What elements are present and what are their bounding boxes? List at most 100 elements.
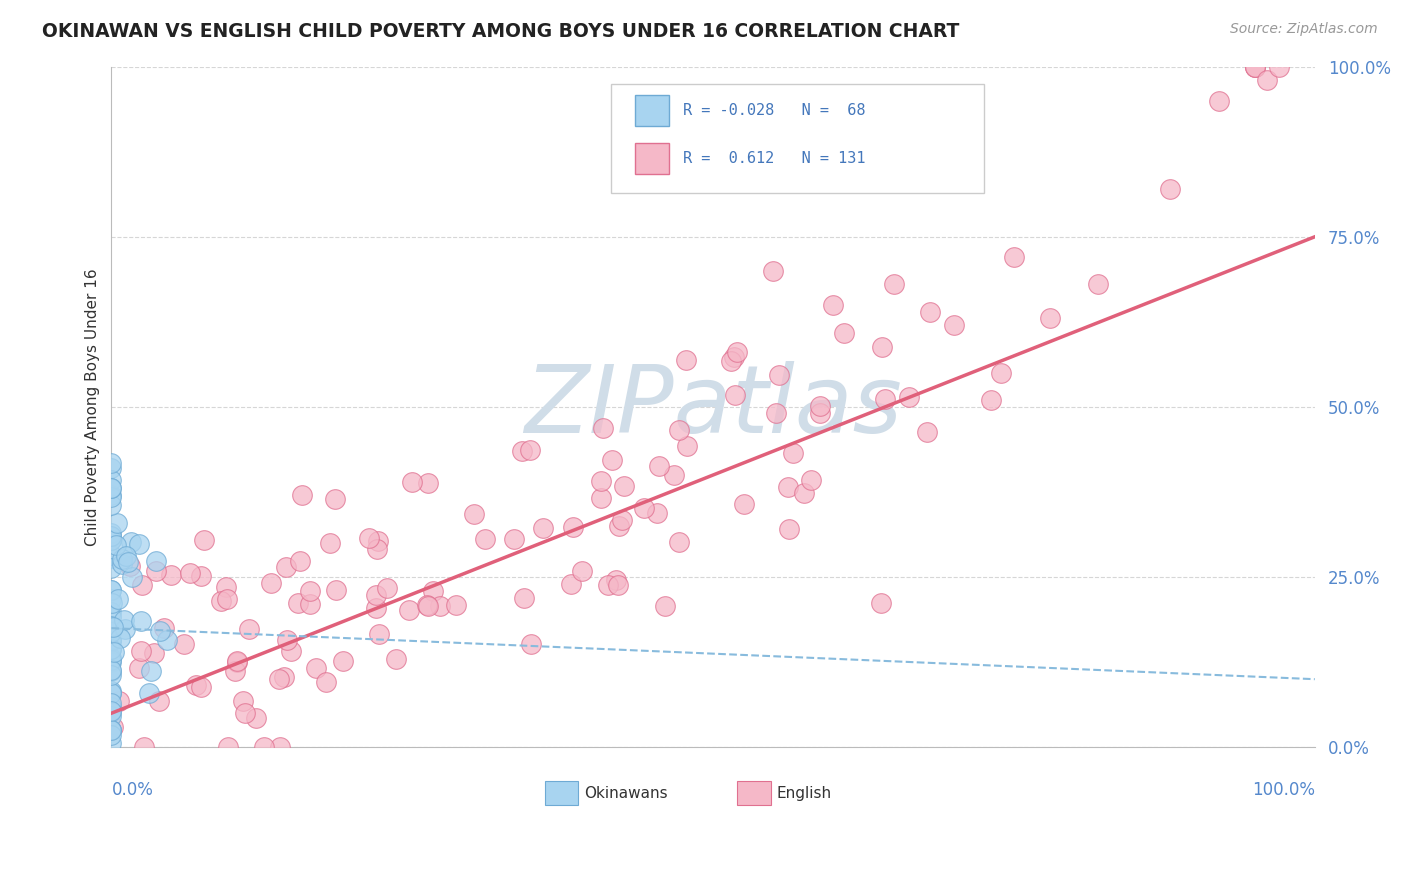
Text: 0.0%: 0.0% bbox=[111, 781, 153, 799]
Point bbox=[416, 599, 439, 613]
Point bbox=[273, 670, 295, 684]
Point bbox=[675, 353, 697, 368]
Point bbox=[520, 637, 543, 651]
Point bbox=[366, 542, 388, 557]
Point bbox=[100, 642, 122, 657]
Text: R = -0.028   N =  68: R = -0.028 N = 68 bbox=[683, 103, 866, 118]
Point bbox=[305, 661, 328, 675]
Point bbox=[385, 651, 408, 665]
Point bbox=[596, 578, 619, 592]
Point bbox=[100, 700, 122, 714]
Point bbox=[918, 304, 941, 318]
Point bbox=[100, 634, 122, 648]
Point bbox=[100, 533, 122, 547]
Point bbox=[145, 554, 167, 568]
Point bbox=[100, 550, 122, 565]
Point bbox=[138, 686, 160, 700]
Text: Okinawans: Okinawans bbox=[585, 786, 668, 801]
Point bbox=[121, 569, 143, 583]
Point bbox=[118, 558, 141, 573]
Point bbox=[793, 486, 815, 500]
Point bbox=[129, 615, 152, 629]
Point bbox=[233, 706, 256, 720]
Point bbox=[366, 600, 388, 615]
Point bbox=[120, 535, 142, 549]
Text: ZIPatlas: ZIPatlas bbox=[524, 361, 903, 452]
Point bbox=[131, 577, 153, 591]
Point bbox=[298, 597, 321, 611]
Point bbox=[108, 694, 131, 708]
Point bbox=[226, 656, 249, 670]
Point bbox=[319, 536, 342, 550]
Point bbox=[100, 728, 122, 742]
Point bbox=[105, 516, 128, 530]
Point bbox=[100, 709, 122, 723]
Point bbox=[870, 596, 893, 610]
Bar bbox=[636, 95, 669, 126]
Point bbox=[510, 444, 533, 458]
Point bbox=[190, 569, 212, 583]
Point bbox=[808, 406, 831, 420]
Point bbox=[416, 475, 439, 490]
Point bbox=[100, 642, 122, 657]
Text: 100.0%: 100.0% bbox=[1251, 781, 1315, 799]
Point bbox=[720, 354, 742, 368]
Point bbox=[111, 551, 134, 566]
Point bbox=[117, 555, 139, 569]
Point bbox=[100, 605, 122, 619]
Point bbox=[444, 598, 467, 612]
Point bbox=[253, 740, 276, 755]
Point bbox=[782, 446, 804, 460]
Point bbox=[668, 535, 690, 549]
Point bbox=[156, 632, 179, 647]
Point bbox=[100, 498, 122, 512]
Point bbox=[873, 392, 896, 407]
Point bbox=[808, 399, 831, 413]
Text: English: English bbox=[778, 786, 832, 801]
Point bbox=[592, 421, 614, 435]
Point bbox=[104, 538, 127, 552]
Point bbox=[607, 578, 630, 592]
Point bbox=[217, 740, 239, 755]
Point bbox=[533, 521, 555, 535]
Point bbox=[269, 740, 291, 755]
Point bbox=[287, 595, 309, 609]
Point bbox=[513, 591, 536, 606]
Point bbox=[267, 672, 290, 686]
Point bbox=[662, 468, 685, 483]
Point bbox=[612, 513, 634, 527]
Point bbox=[100, 490, 122, 504]
Bar bbox=[544, 781, 578, 805]
Text: OKINAWAN VS ENGLISH CHILD POVERTY AMONG BOYS UNDER 16 CORRELATION CHART: OKINAWAN VS ENGLISH CHILD POVERTY AMONG … bbox=[42, 22, 959, 41]
Point bbox=[173, 637, 195, 651]
Point bbox=[100, 705, 122, 719]
Point bbox=[100, 456, 122, 470]
Point bbox=[589, 474, 612, 488]
Point bbox=[762, 264, 785, 278]
Point bbox=[111, 558, 134, 572]
Point bbox=[100, 474, 122, 488]
Point bbox=[633, 501, 655, 516]
Point bbox=[1002, 250, 1025, 264]
Point bbox=[103, 620, 125, 634]
Point bbox=[145, 564, 167, 578]
Y-axis label: Child Poverty Among Boys Under 16: Child Poverty Among Boys Under 16 bbox=[86, 268, 100, 546]
Point bbox=[800, 473, 823, 487]
Point bbox=[100, 592, 122, 607]
Point bbox=[298, 583, 321, 598]
Point bbox=[276, 632, 298, 647]
Point bbox=[1243, 60, 1265, 74]
Point bbox=[129, 643, 152, 657]
Point bbox=[359, 531, 381, 545]
Point bbox=[100, 609, 122, 624]
Point bbox=[143, 646, 166, 660]
Point bbox=[589, 491, 612, 505]
Point bbox=[676, 439, 699, 453]
Point bbox=[132, 740, 155, 755]
Point bbox=[100, 686, 122, 700]
Point bbox=[429, 599, 451, 613]
Point bbox=[607, 518, 630, 533]
Point bbox=[765, 407, 787, 421]
Point bbox=[648, 458, 671, 473]
Point bbox=[474, 533, 496, 547]
